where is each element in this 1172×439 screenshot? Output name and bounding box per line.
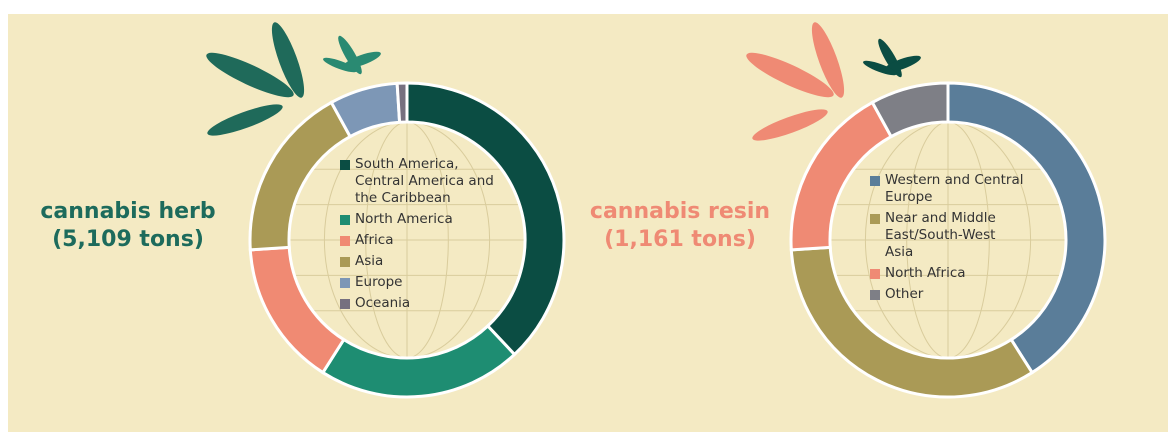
donut-segment	[395, 81, 409, 124]
legend-item: Europe	[340, 274, 505, 291]
legend-item: North America	[340, 211, 505, 228]
subtitle: (1,161 tons)	[604, 227, 756, 252]
title-line: cannabis herb	[40, 199, 216, 224]
legend-item: Western and Central Europe	[870, 172, 1025, 206]
legend-swatch	[340, 257, 350, 267]
legend-swatch	[870, 269, 880, 279]
donut-segment	[946, 81, 1107, 375]
subtitle: (5,109 tons)	[52, 227, 204, 252]
chart-title: cannabis resin (1,161 tons)	[560, 198, 800, 254]
legend-label: Other	[885, 286, 924, 302]
legend-item: North Africa	[870, 265, 1025, 282]
legend-label: Near and Middle East/South-West Asia	[885, 210, 996, 260]
legend-label: North America	[355, 211, 453, 227]
legend-label: North Africa	[885, 265, 966, 281]
legend-swatch	[340, 278, 350, 288]
leaves	[206, 22, 921, 141]
legend-swatch	[870, 214, 880, 224]
legend-label: Europe	[355, 274, 403, 290]
legend-item: Africa	[340, 232, 505, 249]
legend: South America, Central America and the C…	[340, 156, 505, 316]
donut-segment	[870, 81, 950, 139]
legend-item: Near and Middle East/South-West Asia	[870, 210, 1025, 261]
legend-label: South America, Central America and the C…	[355, 156, 494, 206]
legend-swatch	[340, 160, 350, 170]
legend-swatch	[870, 290, 880, 300]
legend-swatch	[340, 299, 350, 309]
donut-segment	[248, 100, 353, 252]
legend-item: Other	[870, 286, 1025, 303]
legend-item: Oceania	[340, 295, 505, 312]
legend-item: Asia	[340, 253, 505, 270]
legend-swatch	[340, 236, 350, 246]
legend: Western and Central Europe Near and Middl…	[870, 172, 1025, 307]
legend-label: Oceania	[355, 295, 411, 311]
legend-item: South America, Central America and the C…	[340, 156, 505, 207]
donut-segment	[320, 323, 517, 399]
title-line: cannabis resin	[589, 199, 771, 224]
legend-swatch	[870, 176, 880, 186]
legend-label: Africa	[355, 232, 394, 248]
donut-segment	[248, 245, 346, 375]
legend-label: Western and Central Europe	[885, 172, 1024, 205]
legend-swatch	[340, 215, 350, 225]
legend-label: Asia	[355, 253, 384, 269]
chart-title: cannabis herb (5,109 tons)	[8, 198, 248, 254]
